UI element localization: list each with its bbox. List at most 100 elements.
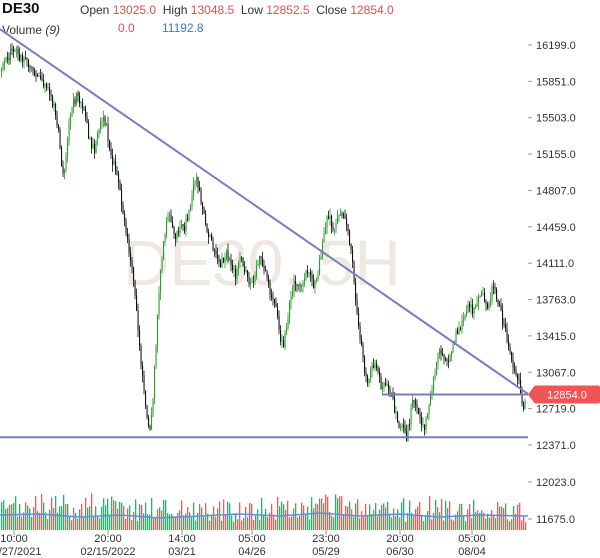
volume-bar	[15, 496, 17, 530]
candle	[235, 264, 237, 286]
candle-body	[313, 279, 315, 288]
candle-body	[472, 304, 474, 314]
candle-body	[299, 285, 301, 287]
candle	[269, 279, 271, 301]
candle	[100, 117, 102, 134]
candle-body	[473, 307, 475, 314]
volume-label: Volume	[2, 23, 43, 37]
candle	[515, 365, 517, 377]
candle	[382, 381, 384, 394]
volume-bar	[5, 509, 7, 530]
volume-bar	[351, 509, 353, 530]
candle	[422, 417, 424, 428]
candle	[14, 48, 16, 53]
volume-bar	[25, 502, 27, 530]
candle	[179, 220, 181, 238]
candle-body	[518, 379, 520, 381]
x-tick-time: 20:00	[94, 533, 122, 545]
candle-body	[5, 57, 7, 61]
candle	[445, 356, 447, 362]
candle	[233, 265, 235, 277]
volume-bar	[79, 509, 81, 530]
volume-bar	[401, 502, 403, 530]
candle	[68, 117, 70, 146]
candle-body	[232, 264, 234, 270]
volume-bar	[251, 503, 253, 530]
candle	[8, 52, 10, 65]
close-value: 12854.0	[350, 3, 394, 17]
candle	[326, 215, 328, 235]
candle-body	[386, 383, 388, 386]
candle-body	[295, 281, 297, 284]
candle	[505, 317, 507, 333]
candle-body	[365, 372, 367, 376]
candle-body	[236, 268, 238, 279]
volume-bar	[201, 507, 203, 530]
candle	[101, 117, 103, 129]
volume-bar	[51, 497, 53, 530]
volume-bar	[261, 497, 263, 530]
volume-bar	[135, 499, 137, 530]
volume-bar	[175, 517, 177, 530]
candle	[446, 357, 448, 367]
volume-bar	[237, 519, 239, 530]
candle-body	[20, 54, 22, 61]
candle	[119, 179, 121, 191]
candle	[358, 307, 360, 330]
candle-body	[322, 241, 324, 256]
candle	[161, 256, 163, 273]
volume-bar	[235, 513, 237, 530]
candle	[52, 94, 54, 109]
candle-body	[415, 401, 417, 405]
volume-bar	[385, 507, 387, 530]
volume-bar	[405, 521, 407, 530]
candle-body	[388, 383, 390, 389]
volume-bar	[331, 515, 333, 530]
volume-bar	[229, 503, 231, 530]
candle	[251, 276, 253, 284]
candle	[58, 124, 60, 133]
volume-bar	[69, 515, 71, 530]
candle	[488, 301, 490, 311]
candle	[304, 272, 306, 287]
candle-body	[449, 355, 451, 362]
candle	[187, 213, 189, 222]
high-label: High	[162, 3, 188, 17]
candle	[377, 365, 379, 375]
volume-bar	[483, 512, 485, 530]
candle	[289, 299, 291, 325]
candle-body	[467, 304, 469, 312]
candle	[188, 209, 190, 222]
candle-body	[280, 330, 282, 342]
candle-body	[377, 368, 379, 372]
candle-body	[401, 424, 403, 427]
candle	[299, 282, 301, 293]
candle	[517, 373, 519, 386]
volume-bar	[355, 503, 357, 530]
candle	[98, 128, 100, 139]
candle	[131, 257, 133, 274]
volume-bar	[377, 516, 379, 530]
candle	[407, 424, 409, 442]
candle	[46, 82, 48, 92]
volume-bar	[461, 503, 463, 530]
candle-body	[469, 304, 471, 308]
candle-body	[215, 250, 217, 255]
x-tick-time: 05:00	[458, 533, 486, 545]
candle	[344, 209, 346, 219]
volume-bar	[37, 511, 39, 530]
candle-body	[269, 283, 271, 295]
candle-body	[412, 399, 414, 408]
candle-body	[262, 257, 264, 266]
high-value: 13048.5	[190, 3, 235, 17]
candle-body	[487, 304, 489, 309]
candle	[329, 208, 331, 226]
candle-body	[325, 227, 327, 234]
volume-bar	[493, 514, 495, 530]
candle-body	[205, 213, 207, 224]
candle	[256, 259, 258, 280]
candle-body	[40, 75, 42, 79]
candle-body	[145, 390, 147, 406]
candle	[208, 228, 210, 244]
